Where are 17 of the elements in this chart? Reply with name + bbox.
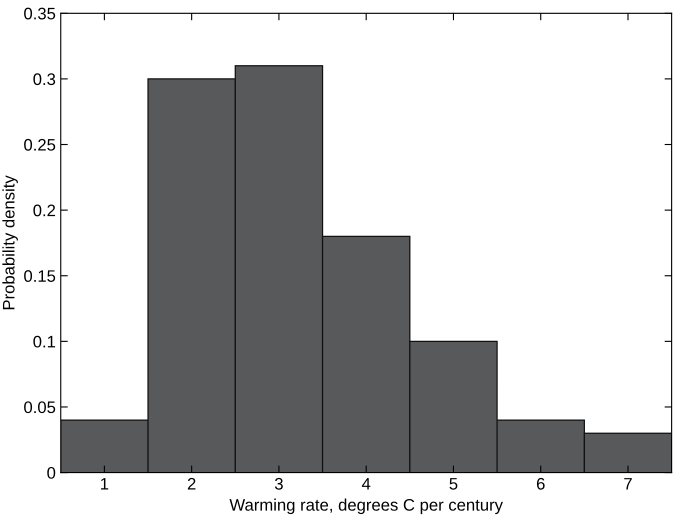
y-tick-label: 0.1 <box>33 336 56 348</box>
y-tick-label: 0.2 <box>33 204 56 216</box>
x-tick-label: 4 <box>362 478 370 490</box>
y-tick-label: 0.3 <box>33 73 56 86</box>
x-tick-label: 5 <box>449 478 458 490</box>
x-axis-title: Warming rate, degrees C per century <box>229 498 503 514</box>
x-tick-label: 1 <box>101 478 108 490</box>
y-tick-label: 0.25 <box>24 138 56 151</box>
x-tick-label: 6 <box>536 478 545 490</box>
x-tick-label: 7 <box>624 478 632 490</box>
y-axis-title: Probability density <box>2 175 18 310</box>
y-tick-label: 0.35 <box>24 8 56 20</box>
y-tick-label: 0.05 <box>24 401 56 414</box>
x-tick-label: 2 <box>188 478 196 490</box>
x-tick-label: 3 <box>274 478 283 490</box>
y-tick-label: 0.15 <box>24 270 56 282</box>
y-tick-label: 0 <box>47 466 56 479</box>
